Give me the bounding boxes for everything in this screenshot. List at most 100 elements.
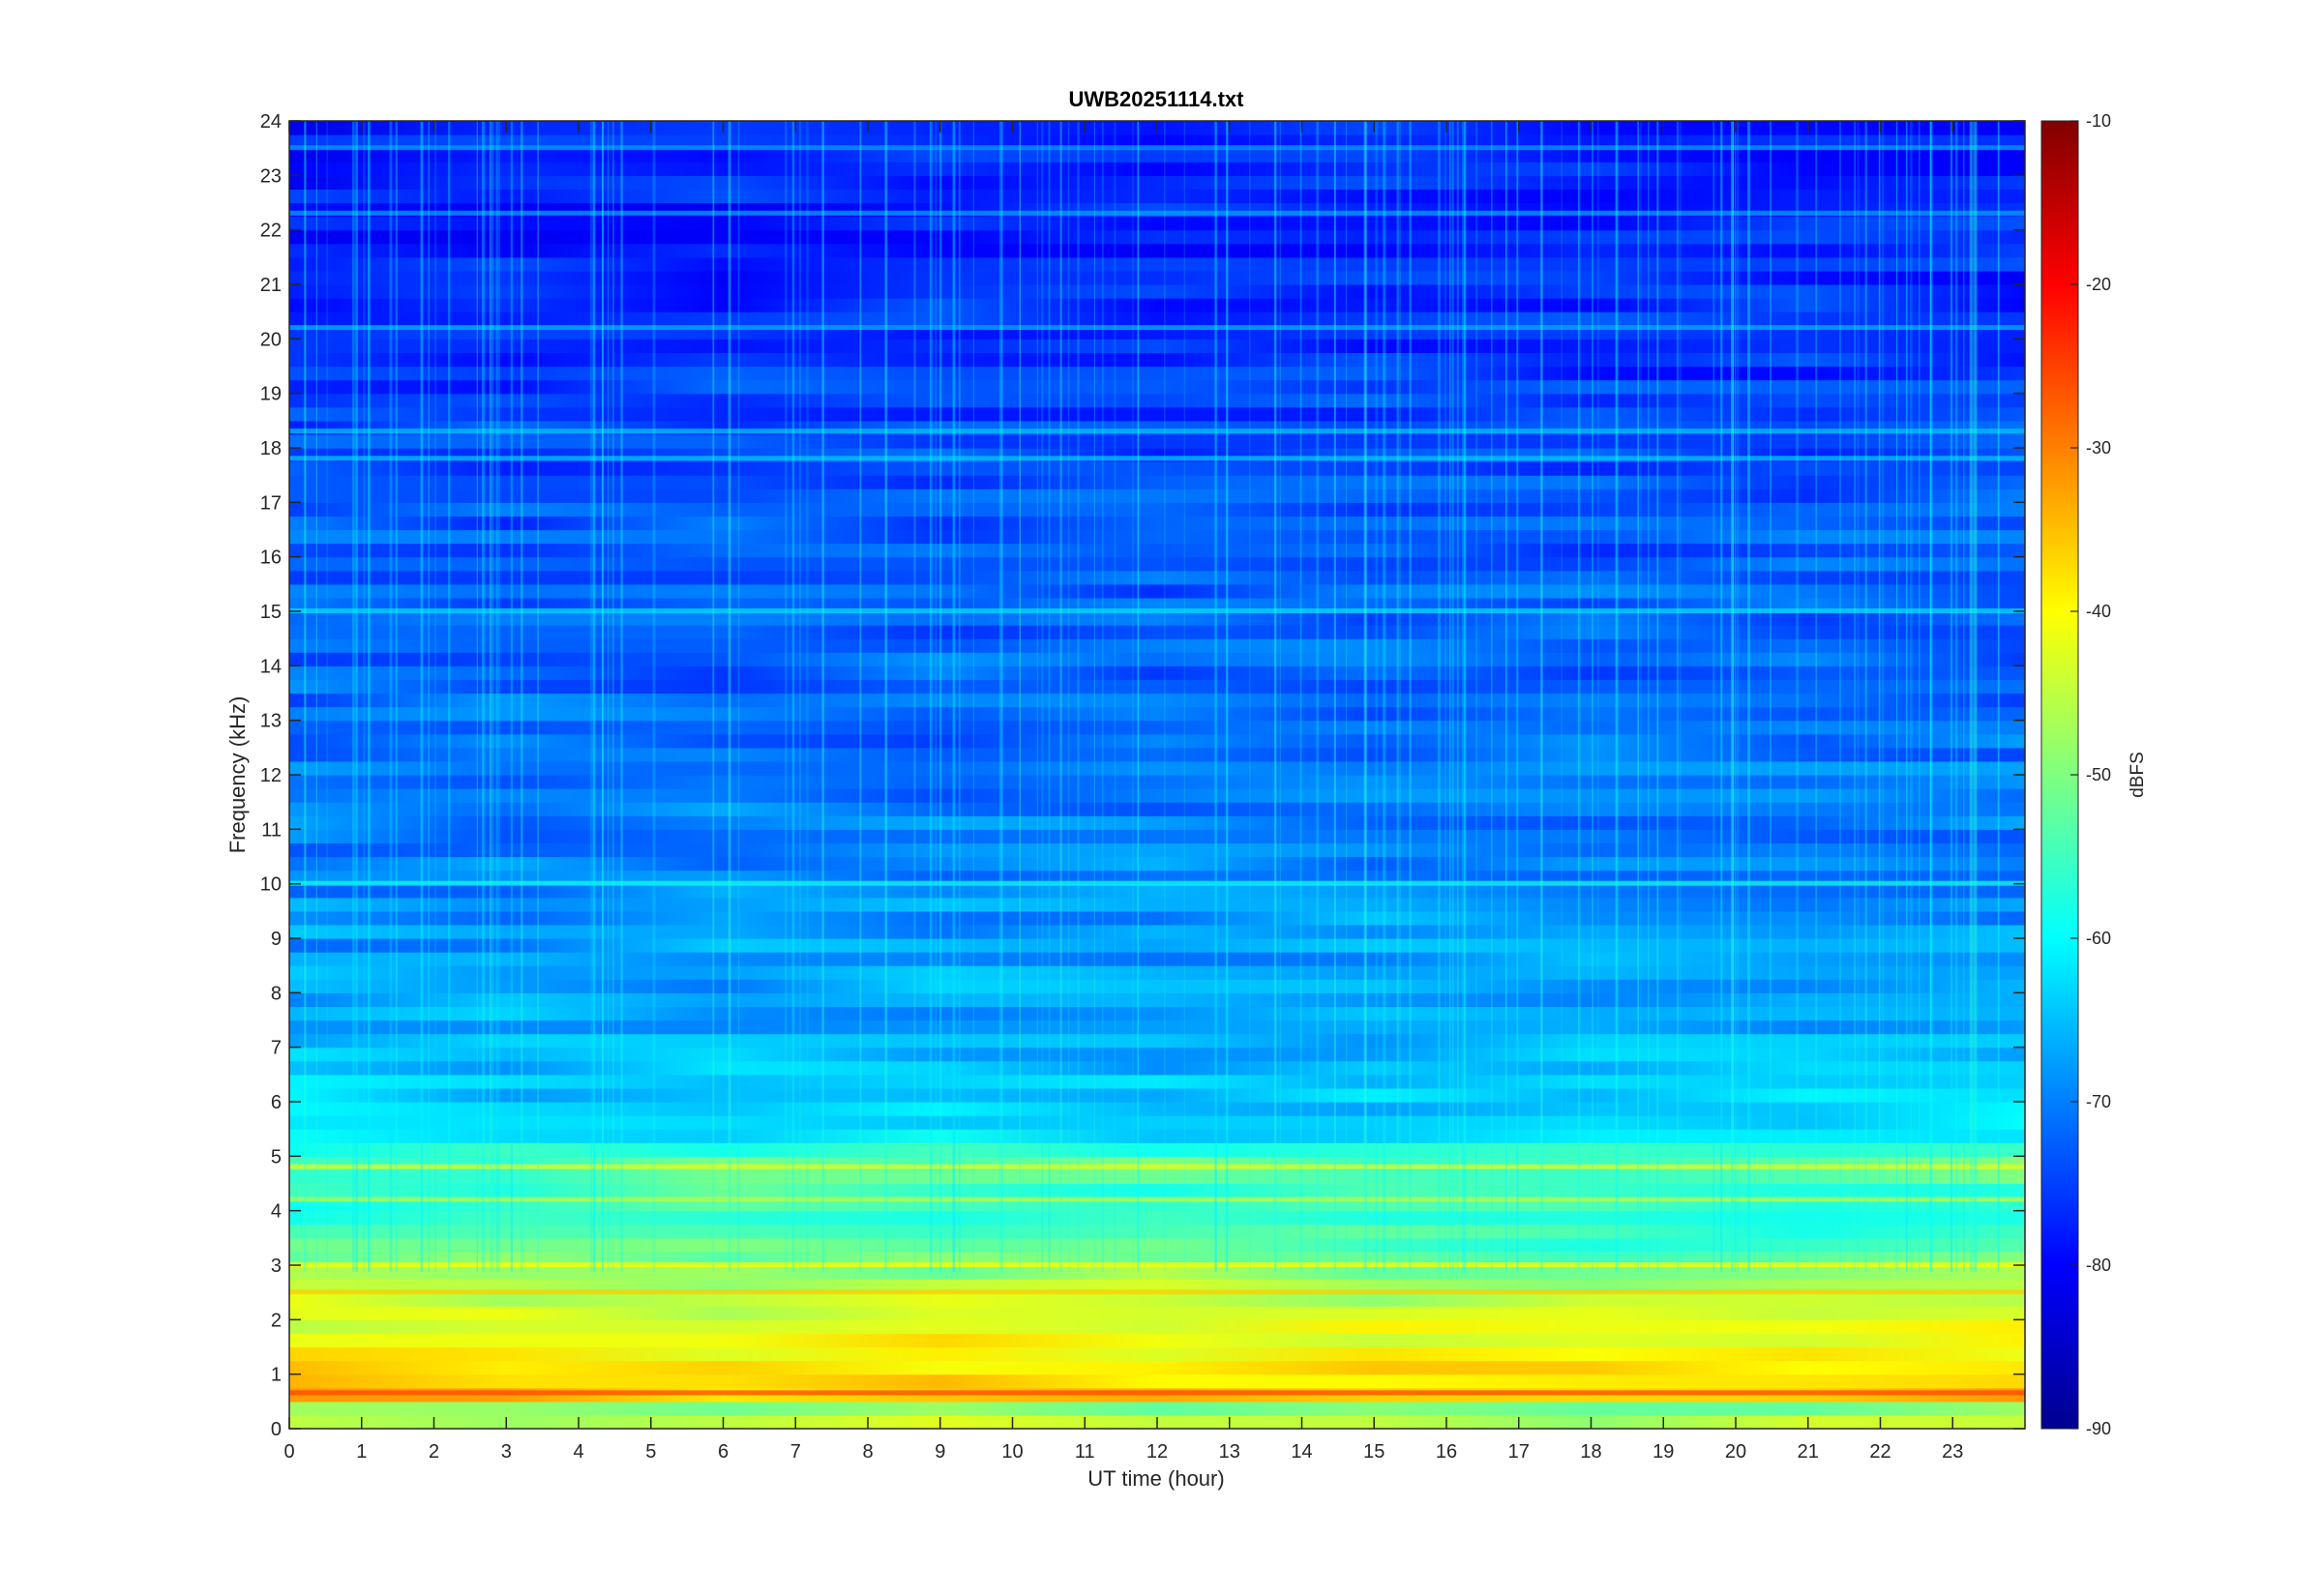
heatmap-band <box>289 366 2025 381</box>
heatmap-band <box>289 883 2025 899</box>
heatmap-band <box>289 1360 2025 1375</box>
heatmap-streak <box>938 121 942 1272</box>
heatmap-band <box>289 406 2025 422</box>
heatmap-streak <box>434 121 437 1272</box>
x-tick-label: 19 <box>1652 1441 1674 1463</box>
heatmap-band <box>289 583 2025 599</box>
heatmap-line <box>289 1262 2025 1267</box>
heatmap-streak <box>791 121 795 1272</box>
heatmap-streak <box>1226 121 1228 1272</box>
heatmap-streak <box>1637 121 1640 1272</box>
heatmap-streak <box>972 121 974 1272</box>
heatmap-streak <box>1036 121 1039 1272</box>
y-tick-label: 22 <box>260 221 282 242</box>
heatmap-streak <box>1363 121 1366 1272</box>
y-tick-label: 9 <box>271 929 282 950</box>
y-tick-label: 20 <box>260 329 282 350</box>
heatmap-band <box>289 979 2025 993</box>
chart-title: UWB20251114.txt <box>1069 87 1245 111</box>
heatmap-streak <box>1164 121 1166 1272</box>
heatmap-band <box>289 992 2025 1008</box>
colorbar: -10 -20 -30 -40 -50 -60 -70 -80 -90 dBFS <box>2040 111 2148 1438</box>
heatmap-streak <box>1461 121 1464 1272</box>
heatmap-streak <box>1316 121 1320 1272</box>
heatmap-streak <box>1475 121 1477 1272</box>
heatmap-band <box>289 693 2025 708</box>
heatmap-band <box>289 1319 2025 1335</box>
heatmap-streak <box>1878 121 1881 1272</box>
y-tick-label: 8 <box>271 983 282 1004</box>
heatmap-band <box>289 556 2025 572</box>
heatmap-streak <box>1730 121 1734 1272</box>
heatmap-streak <box>592 121 594 1272</box>
heatmap-band <box>289 897 2025 912</box>
heatmap-streak <box>1930 121 1933 1272</box>
heatmap-streak <box>1881 121 1885 1272</box>
heatmap-streak <box>884 121 888 1272</box>
heatmap-streak <box>620 121 623 1272</box>
heatmap-band <box>289 611 2025 626</box>
heatmap-band <box>289 1169 2025 1185</box>
x-tick-label: 15 <box>1363 1441 1384 1463</box>
heatmap-streak <box>1449 121 1451 1272</box>
heatmap-band <box>289 829 2025 844</box>
heatmap-band <box>289 802 2025 816</box>
colorbar-tick-label: -50 <box>2086 765 2111 784</box>
heatmap-streak <box>1041 121 1044 1272</box>
y-tick-label: 17 <box>260 492 282 514</box>
heatmap-streak <box>483 121 486 1272</box>
heatmap-streak <box>1114 121 1116 1272</box>
heatmap-streak <box>1279 121 1282 1272</box>
x-tick-label: 10 <box>1001 1441 1023 1463</box>
heatmap-streak <box>1857 121 1860 1272</box>
x-tick-label: 9 <box>935 1441 945 1463</box>
heatmap-band <box>289 1224 2025 1239</box>
heatmap-band <box>289 311 2025 326</box>
heatmap-band <box>289 1006 2025 1021</box>
colorbar-tick-label: -30 <box>2086 438 2111 458</box>
y-tick-label: 15 <box>260 602 282 623</box>
heatmap-band <box>289 1333 2025 1348</box>
heatmap-streak <box>952 121 956 1272</box>
heatmap-streak <box>1444 121 1446 1272</box>
heatmap-band <box>289 720 2025 735</box>
heatmap-band <box>289 1033 2025 1049</box>
heatmap-band <box>289 570 2025 585</box>
y-tick-label: 10 <box>260 874 282 896</box>
heatmap-band <box>289 679 2025 695</box>
heatmap-streak <box>1929 121 1931 1272</box>
x-tick-label: 20 <box>1725 1441 1746 1463</box>
heatmap-band <box>289 910 2025 926</box>
heatmap-band <box>289 856 2025 872</box>
x-tick-label: 22 <box>1869 1441 1890 1463</box>
heatmap-streak <box>1409 121 1412 1272</box>
heatmap-band <box>289 1074 2025 1089</box>
heatmap-streak <box>1910 121 1913 1272</box>
heatmap-streak <box>930 121 934 1272</box>
x-tick-label: 18 <box>1580 1441 1601 1463</box>
heatmap-band <box>289 379 2025 395</box>
heatmap-streak <box>1048 121 1051 1272</box>
heatmap-band <box>289 516 2025 531</box>
heatmap-streak <box>1464 121 1467 1272</box>
heatmap-streak <box>1578 121 1580 1272</box>
x-tick-label: 21 <box>1798 1441 1819 1463</box>
heatmap-streak <box>1896 121 1898 1272</box>
heatmap-cells <box>289 121 2025 1430</box>
x-tick-label: 23 <box>1942 1441 1963 1463</box>
heatmap-streak <box>784 121 788 1272</box>
heatmap-band <box>289 256 2025 272</box>
heatmap-streak <box>998 121 1002 1272</box>
heatmap-streak <box>355 121 358 1272</box>
heatmap-streak <box>929 121 932 1272</box>
heatmap-band <box>289 625 2025 639</box>
heatmap-band <box>289 1115 2025 1130</box>
heatmap-streak <box>607 121 610 1272</box>
heatmap-streak <box>537 121 539 1272</box>
y-axis-label: Frequency (kHz) <box>225 696 250 854</box>
heatmap-streak <box>326 121 328 1272</box>
heatmap-streak <box>1596 121 1599 1272</box>
x-tick-label: 14 <box>1291 1441 1312 1463</box>
heatmap-band <box>289 543 2025 558</box>
heatmap-band <box>289 733 2025 749</box>
